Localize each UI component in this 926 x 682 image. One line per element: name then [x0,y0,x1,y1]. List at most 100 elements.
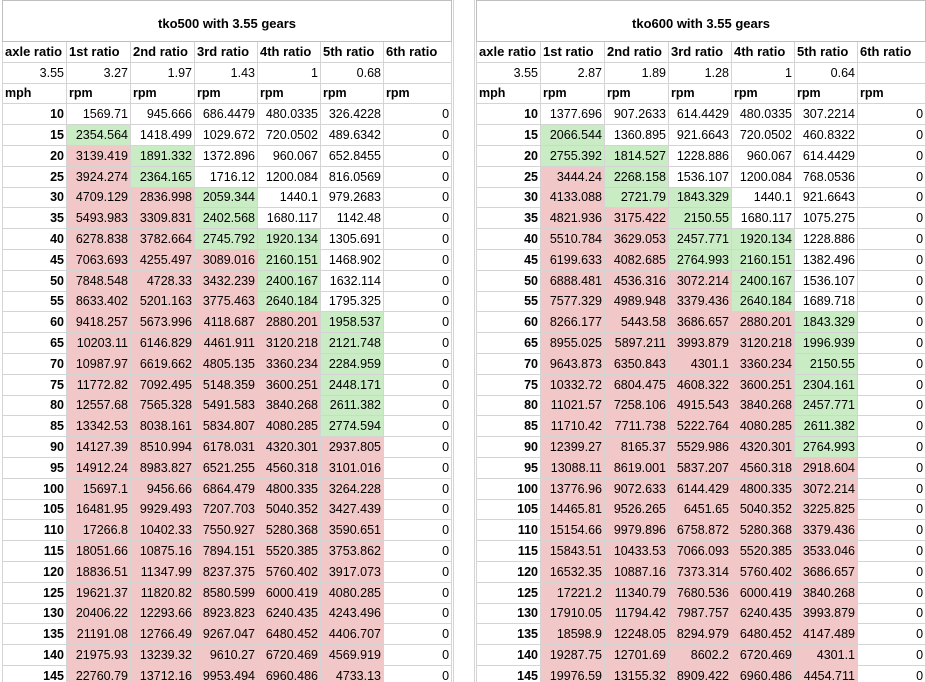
rpm-cell[interactable]: 1468.902 [320,248,384,271]
rpm-cell[interactable]: 2880.201 [257,311,321,334]
rpm-cell[interactable]: 7063.693 [66,248,131,271]
rpm-cell[interactable]: 12557.68 [66,394,131,417]
rpm-cell[interactable]: 7550.927 [194,519,258,542]
rpm-cell[interactable]: 3686.657 [794,560,858,583]
column-header[interactable]: 4th ratio [257,41,321,63]
rpm-cell[interactable]: 4320.301 [257,436,321,458]
rpm-cell[interactable]: 0 [856,581,926,604]
ratio-cell[interactable]: 3.55 [2,61,67,84]
rpm-cell[interactable]: 14465.81 [540,498,605,521]
rpm-cell[interactable]: 7848.548 [66,269,131,292]
rpm-cell[interactable]: 9072.633 [604,477,669,500]
rpm-cell[interactable]: 3309.831 [130,207,195,230]
rpm-cell[interactable]: 480.0335 [731,103,795,126]
rpm-cell[interactable]: 0 [856,456,926,479]
rpm-cell[interactable]: 614.4429 [668,103,732,126]
rpm-cell[interactable]: 5040.352 [731,498,795,521]
ratio-cell[interactable]: 1.97 [130,61,195,84]
rpm-cell[interactable]: 0 [382,540,452,562]
rpm-cell[interactable]: 11347.99 [130,560,195,583]
rpm-cell[interactable]: 3840.268 [731,394,795,417]
mph-cell[interactable]: 35 [476,207,541,230]
rpm-cell[interactable]: 2121.748 [320,332,384,354]
mph-cell[interactable]: 85 [2,415,67,438]
mph-cell[interactable]: 15 [2,124,67,146]
rpm-cell[interactable]: 21191.08 [66,623,131,646]
unit-cell[interactable]: mph [476,82,541,105]
rpm-cell[interactable]: 2364.165 [130,165,195,188]
rpm-cell[interactable]: 13342.53 [66,415,131,438]
rpm-cell[interactable]: 3101.016 [320,456,384,479]
rpm-cell[interactable]: 5837.207 [668,456,732,479]
rpm-cell[interactable]: 6278.838 [66,228,131,250]
rpm-cell[interactable]: 3917.073 [320,560,384,583]
mph-cell[interactable]: 55 [476,290,541,313]
rpm-cell[interactable]: 2640.184 [257,290,321,313]
column-header[interactable]: 6th ratio [856,41,926,63]
mph-cell[interactable]: 75 [2,373,67,396]
rpm-cell[interactable]: 2836.998 [130,186,195,209]
rpm-cell[interactable]: 0 [856,290,926,313]
rpm-cell[interactable]: 4301.1 [668,352,732,375]
rpm-cell[interactable]: 0 [382,456,452,479]
rpm-cell[interactable]: 7066.093 [668,540,732,562]
mph-cell[interactable]: 120 [2,560,67,583]
rpm-cell[interactable]: 0 [382,623,452,646]
mph-cell[interactable]: 25 [2,165,67,188]
mph-cell[interactable]: 25 [476,165,541,188]
mph-cell[interactable]: 65 [2,332,67,354]
rpm-cell[interactable]: 1920.134 [731,228,795,250]
rpm-cell[interactable]: 0 [856,165,926,188]
rpm-cell[interactable]: 6480.452 [257,623,321,646]
rpm-cell[interactable]: 11794.42 [604,602,669,625]
rpm-cell[interactable]: 6000.419 [257,581,321,604]
rpm-cell[interactable]: 13776.96 [540,477,605,500]
rpm-cell[interactable]: 2354.564 [66,124,131,146]
rpm-cell[interactable]: 921.6643 [794,186,858,209]
rpm-cell[interactable]: 7565.328 [130,394,195,417]
rpm-cell[interactable]: 2721.79 [604,186,669,209]
rpm-cell[interactable]: 3379.436 [668,290,732,313]
rpm-cell[interactable]: 3444.24 [540,165,605,188]
rpm-cell[interactable]: 5148.359 [194,373,258,396]
mph-cell[interactable]: 70 [2,352,67,375]
rpm-cell[interactable]: 15843.51 [540,540,605,562]
rpm-cell[interactable]: 907.2633 [604,103,669,126]
rpm-cell[interactable]: 6521.255 [194,456,258,479]
rpm-cell[interactable]: 3264.228 [320,477,384,500]
rpm-cell[interactable]: 0 [382,602,452,625]
rpm-cell[interactable]: 4805.135 [194,352,258,375]
rpm-cell[interactable]: 3686.657 [668,311,732,334]
rpm-cell[interactable]: 2400.167 [731,269,795,292]
rpm-cell[interactable]: 8510.994 [130,436,195,458]
rpm-cell[interactable]: 1377.696 [540,103,605,126]
mph-cell[interactable]: 70 [476,352,541,375]
mph-cell[interactable]: 140 [2,644,67,666]
rpm-cell[interactable]: 0 [382,332,452,354]
rpm-cell[interactable]: 4320.301 [731,436,795,458]
rpm-cell[interactable]: 2880.201 [731,311,795,334]
rpm-cell[interactable]: 0 [382,186,452,209]
rpm-cell[interactable]: 9953.494 [194,664,258,682]
rpm-cell[interactable]: 0 [382,103,452,126]
unit-cell[interactable]: rpm [731,82,795,105]
rpm-cell[interactable]: 0 [382,415,452,438]
mph-cell[interactable]: 80 [2,394,67,417]
rpm-cell[interactable]: 12766.49 [130,623,195,646]
rpm-cell[interactable]: 7680.536 [668,581,732,604]
rpm-cell[interactable]: 0 [856,519,926,542]
rpm-cell[interactable]: 0 [382,581,452,604]
rpm-cell[interactable]: 9456.66 [130,477,195,500]
mph-cell[interactable]: 60 [2,311,67,334]
rpm-cell[interactable]: 460.8322 [794,124,858,146]
rpm-cell[interactable]: 0 [382,664,452,682]
rpm-cell[interactable]: 0 [856,332,926,354]
rpm-cell[interactable]: 0 [856,394,926,417]
rpm-cell[interactable]: 3360.234 [257,352,321,375]
mph-cell[interactable]: 115 [476,540,541,562]
rpm-cell[interactable]: 18836.51 [66,560,131,583]
rpm-cell[interactable]: 3175.422 [604,207,669,230]
rpm-cell[interactable]: 1536.107 [668,165,732,188]
rpm-cell[interactable]: 8165.37 [604,436,669,458]
rpm-cell[interactable]: 2640.184 [731,290,795,313]
